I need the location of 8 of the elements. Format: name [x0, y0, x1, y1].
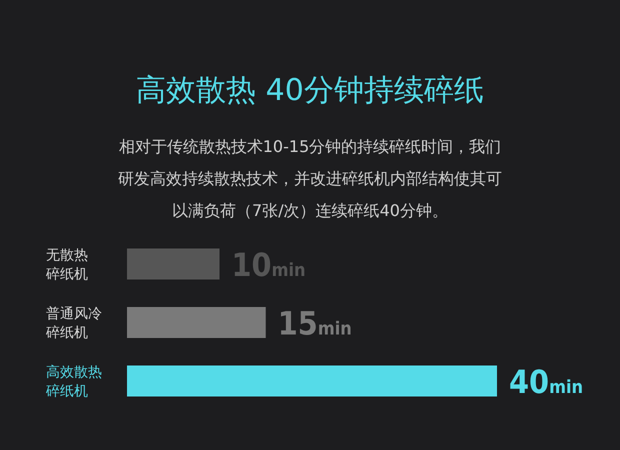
y-tick-label: 无散热碎纸机 [45, 248, 88, 282]
data-label: 40min [509, 363, 584, 401]
data-label: 10min [232, 246, 306, 284]
chart-subtitle: 相对于传统散热技术10-15分钟的持续碎纸时间，我们研发高效持续散热技术，并改进碎纸机内部结构使其可以满负荷（7张/次）连续碎纸40分钟。 [118, 137, 502, 220]
y-tick-label: 高效散热碎纸机 [45, 364, 102, 400]
y-tick-label: 普通风冷碎纸机 [45, 305, 102, 341]
data-label: 15min [278, 304, 352, 342]
chart-title: 高效散热 40分钟持续碎纸 [136, 73, 484, 108]
